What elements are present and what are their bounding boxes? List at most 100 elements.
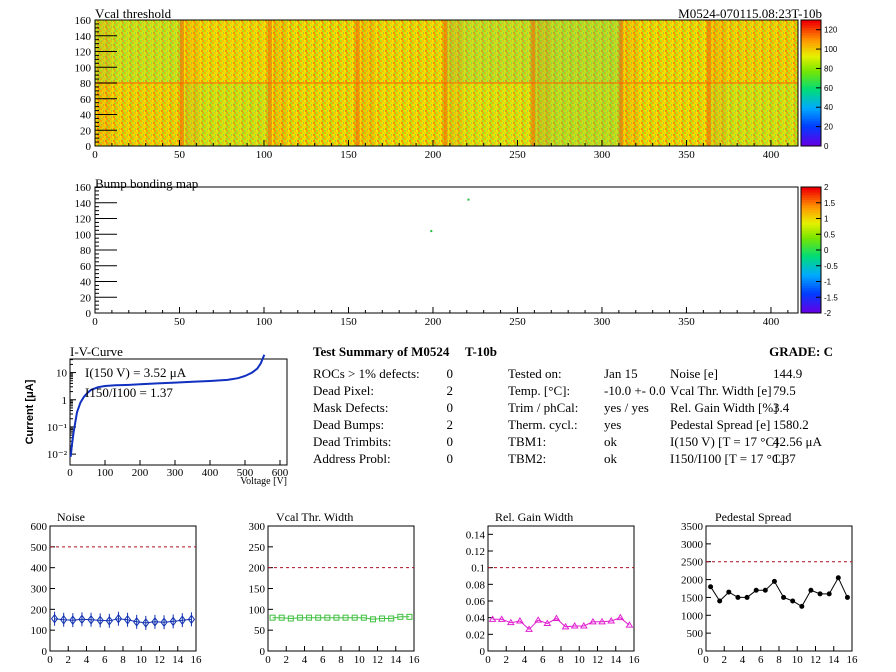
roc-plot-2-ytick-3: 0.06 (466, 596, 486, 608)
roc-plot-0-xtick-2: 4 (84, 654, 90, 666)
roc-plot-title-0: Noise (57, 510, 85, 524)
summary-col1-label-4: Dead Trimbits: (313, 434, 391, 449)
summary-col2-label-2: Trim / phCal: (508, 400, 578, 415)
heatmap-1-xtick-4: 200 (425, 316, 442, 328)
summary-col1-label-2: Mask Defects: (313, 400, 388, 415)
roc-plot-3-point-2 (726, 589, 732, 595)
roc-plot-1-ytick-3: 150 (249, 584, 266, 596)
roc-plot-1-line (272, 616, 410, 620)
heatmap-0-xtick-5: 250 (509, 149, 526, 161)
summary-col2-label-1: Temp. [°C]: (508, 383, 570, 398)
iv-ytick-2: 10⁻¹ (47, 422, 67, 434)
roc-plot-2-xtick-1: 2 (504, 654, 510, 666)
roc-plot-3-ytick-0: 0 (698, 646, 704, 658)
summary-col1-value-5: 0 (447, 451, 454, 466)
heatmap-0-scale-tick-5: 100 (824, 45, 838, 54)
heatmap-0-ytick-6: 120 (75, 47, 92, 59)
roc-plot-0-ytick-1: 100 (31, 625, 48, 637)
roc-plot-0-xtick-0: 0 (47, 654, 53, 666)
roc-plot-3-xtick-1: 2 (722, 654, 728, 666)
summary-col2-value-5: ok (604, 451, 618, 466)
summary-col1-value-3: 2 (447, 417, 454, 432)
roc-plot-2-xtick-7: 14 (610, 654, 622, 666)
heatmap-0-ytick-7: 140 (75, 31, 92, 43)
roc-plot-3-xtick-6: 12 (810, 654, 821, 666)
roc-plot-1-xtick-2: 4 (302, 654, 308, 666)
roc-plot-3-point-12 (817, 591, 823, 597)
heatmap-1-ytick-3: 60 (80, 261, 92, 273)
heatmap-1-xtick-6: 300 (594, 316, 611, 328)
heatmap-1-ytick-0: 0 (86, 308, 92, 320)
summary-col1-value-2: 0 (447, 400, 454, 415)
iv-ytick-0: 10 (56, 368, 68, 380)
roc-plot-1-point-8 (342, 614, 349, 621)
heatmap-1-ytick-4: 80 (80, 245, 92, 257)
summary-col3-label-4: I(150 V) [T = 17 °C] (670, 434, 778, 449)
roc-plot-2-ytick-0: 0 (480, 646, 486, 658)
roc-plot-1-point-5 (315, 614, 322, 621)
roc-plot-1-point-13 (388, 615, 395, 622)
heatmap-1-ytick-7: 140 (75, 198, 92, 210)
heatmap-1-xtick-8: 400 (763, 316, 780, 328)
heatmap-0-xtick-7: 350 (678, 149, 695, 161)
roc-plot-1-point-0 (269, 614, 276, 621)
roc-plot-2-ytick-5: 0.1 (471, 563, 485, 575)
iv-xtick-5: 500 (237, 467, 254, 479)
iv-xtick-1: 100 (97, 467, 114, 479)
roc-plot-2-point-7 (552, 614, 561, 621)
roc-plot-3-xtick-7: 14 (828, 654, 840, 666)
roc-plot-3-ytick-4: 2000 (681, 575, 704, 587)
roc-plot-3-point-8 (781, 594, 787, 600)
roc-plot-3-xtick-0: 0 (703, 654, 709, 666)
heatmap-0-xtick-4: 200 (425, 149, 442, 161)
roc-plot-3-ytick-6: 3000 (681, 539, 704, 551)
roc-plot-3-xtick-2: 4 (740, 654, 746, 666)
summary-col2-value-1: -10.0 +- 0.0 (604, 383, 666, 398)
roc-plot-1-ytick-4: 200 (249, 563, 266, 575)
heatmap-0-xtick-6: 300 (594, 149, 611, 161)
roc-plot-title-3: Pedestal Spread (715, 510, 791, 524)
heatmap-1-scale-tick-7: 1.5 (824, 199, 836, 208)
roc-plot-3-line (710, 576, 848, 608)
summary-col2-value-2: yes / yes (604, 400, 649, 415)
vcal-threshold-title: Vcal threshold (95, 6, 172, 21)
roc-plot-2-point-13 (607, 617, 616, 624)
roc-plot-3-point-1 (717, 598, 723, 604)
roc-plot-2-point-2 (506, 618, 515, 626)
heatmap-1-scale-tick-0: -2 (824, 309, 832, 318)
roc-plot-1-xtick-3: 6 (320, 654, 326, 666)
summary-title: Test Summary of M0524 (313, 344, 450, 359)
roc-plot-1-point-3 (296, 614, 303, 621)
summary-col3-value-3: 1580.2 (773, 417, 809, 432)
roc-plot-2-xtick-3: 6 (540, 654, 546, 666)
heatmap-1-ytick-5: 100 (75, 229, 92, 241)
roc-plot-1-point-2 (287, 615, 294, 622)
heatmap-0-ytick-8: 160 (75, 15, 92, 27)
roc-plot-2-point-10 (579, 622, 588, 629)
roc-plot-2-xtick-0: 0 (485, 654, 491, 666)
summary-col2-label-4: TBM1: (508, 434, 546, 449)
roc-plot-1-point-6 (324, 614, 331, 621)
roc-plot-2-xtick-2: 4 (522, 654, 528, 666)
roc-plot-0-xtick-1: 2 (66, 654, 72, 666)
roc-plot-0-xtick-5: 10 (136, 654, 148, 666)
summary-col2-label-0: Tested on: (508, 366, 562, 381)
roc-plot-0-xtick-7: 14 (172, 654, 184, 666)
roc-plot-2-line (492, 617, 630, 630)
summary-col1-value-0: 0 (447, 366, 454, 381)
roc-plot-1-xtick-4: 8 (338, 654, 344, 666)
roc-plot-1-point-7 (333, 614, 340, 621)
roc-plot-0-xtick-6: 12 (154, 654, 165, 666)
heatmap-0-scale-tick-6: 120 (824, 26, 838, 35)
roc-plot-3-point-6 (762, 587, 768, 593)
roc-plot-0-ytick-4: 400 (31, 563, 48, 575)
roc-plot-0-xtick-8: 16 (191, 654, 203, 666)
heatmap-1-xtick-5: 250 (509, 316, 526, 328)
roc-plot-1-point-11 (369, 616, 376, 623)
roc-plot-3-point-15 (844, 594, 850, 600)
iv-xtick-6: 600 (272, 467, 289, 479)
roc-plot-2-point-15 (625, 621, 634, 628)
test-summary-panel: Test Summary of M0524 T-10b GRADE: C ROC… (313, 344, 833, 466)
roc-plot-2-xtick-8: 16 (629, 654, 641, 666)
summary-col2-value-4: ok (604, 434, 618, 449)
